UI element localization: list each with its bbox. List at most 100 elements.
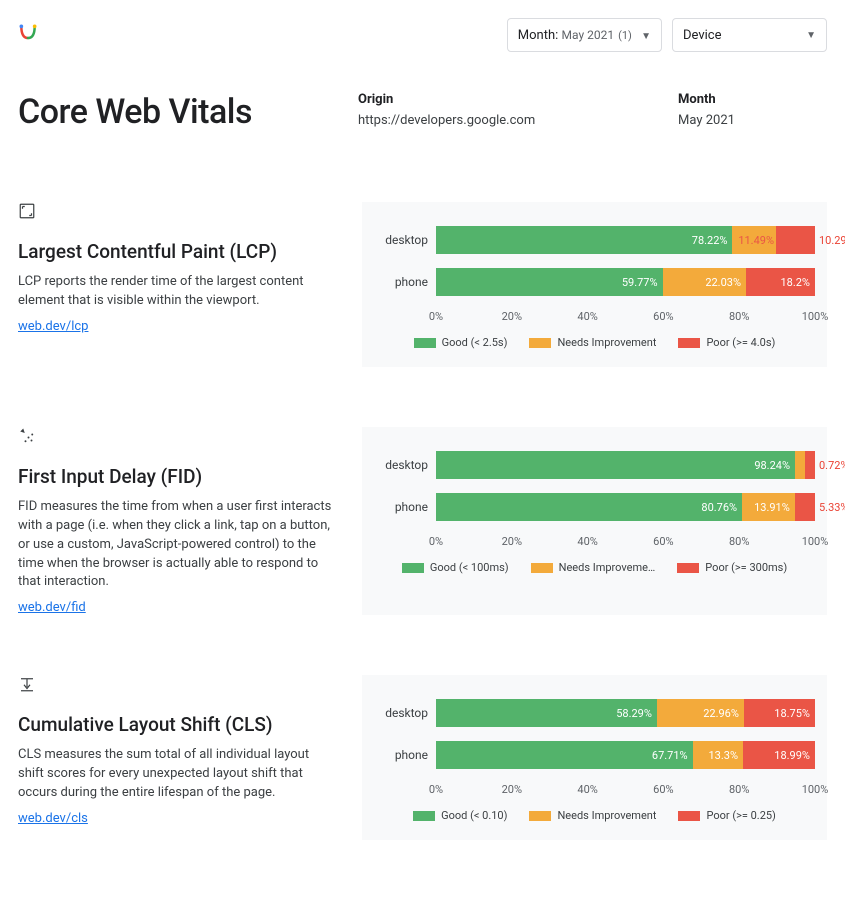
- legend-swatch: [413, 811, 435, 821]
- seg-needs: 22.96%: [657, 699, 744, 727]
- lcp-icon: [18, 202, 38, 222]
- month-label: Month: [678, 92, 827, 107]
- legend-item-needs: Needs Improveme…: [531, 561, 656, 574]
- origin-label: Origin: [358, 92, 678, 107]
- month-filter[interactable]: Month: May 2021 (1) ▼: [507, 18, 662, 52]
- bar-row-label: desktop: [374, 458, 436, 472]
- fid-icon: [18, 427, 38, 447]
- axis-tick: 40%: [577, 535, 597, 548]
- x-axis: 0%20%40%60%80%100%: [436, 310, 815, 326]
- page-title: Core Web Vitals: [18, 92, 358, 132]
- legend-text: Poor (>= 4.0s): [706, 336, 775, 349]
- metric-section-cls: Cumulative Layout Shift (CLS) CLS measur…: [18, 675, 827, 840]
- bar-row: phone80.76%13.91%5.33%: [374, 493, 815, 521]
- metric-title: First Input Delay (FID): [18, 465, 338, 488]
- seg-needs: 22.03%: [663, 268, 746, 296]
- x-axis: 0%20%40%60%80%100%: [436, 783, 815, 799]
- axis-tick: 20%: [502, 310, 522, 323]
- legend-swatch: [678, 811, 700, 821]
- seg-needs: 13.3%: [693, 741, 743, 769]
- seg-good: 98.24%: [436, 451, 795, 479]
- legend-text: Needs Improveme…: [559, 561, 656, 574]
- axis-tick: 20%: [502, 535, 522, 548]
- legend-item-good: Good (< 2.5s): [414, 336, 508, 349]
- axis-tick: 40%: [577, 783, 597, 796]
- seg-good: 58.29%: [436, 699, 657, 727]
- metric-title: Largest Contentful Paint (LCP): [18, 240, 338, 263]
- legend-item-good: Good (< 100ms): [402, 561, 509, 574]
- legend-item-poor: Poor (>= 0.25): [678, 809, 775, 822]
- metric-link[interactable]: web.dev/cls: [18, 811, 88, 826]
- axis-tick: 60%: [653, 310, 673, 323]
- seg-poor: 18.2%: [746, 268, 815, 296]
- legend-text: Good (< 2.5s): [442, 336, 508, 349]
- legend-item-poor: Poor (>= 300ms): [677, 561, 787, 574]
- legend: Good (< 0.10) Needs Improvement Poor (>= 0…: [374, 809, 815, 822]
- legend-swatch: [402, 563, 424, 573]
- bar-row: phone67.71%13.3%18.99%: [374, 741, 815, 769]
- month-filter-value: May 2021: [562, 28, 615, 42]
- axis-tick: 60%: [653, 535, 673, 548]
- legend-text: Good (< 0.10): [441, 809, 507, 822]
- axis-tick: 80%: [729, 310, 749, 323]
- month-filter-count: (1): [618, 29, 632, 42]
- seg-needs: 11.49%: [732, 226, 776, 254]
- axis-tick: 100%: [802, 783, 829, 796]
- seg-good: 80.76%: [436, 493, 742, 521]
- legend-item-needs: Needs Improvement: [529, 809, 656, 822]
- bar-track: 67.71%13.3%18.99%: [436, 741, 815, 769]
- lcp-chart: desktop78.22%11.49%10.29% phone59.77%22.0…: [362, 202, 827, 367]
- legend-swatch: [529, 811, 551, 821]
- axis-tick: 40%: [577, 310, 597, 323]
- legend: Good (< 100ms) Needs Improveme… Poor (>= 3…: [374, 561, 815, 574]
- bar-row: desktop78.22%11.49%10.29%: [374, 226, 815, 254]
- legend-text: Needs Improvement: [557, 336, 656, 349]
- origin-value: https://developers.google.com: [358, 113, 678, 128]
- bar-track: 98.24%0.72%: [436, 451, 815, 479]
- legend-swatch: [677, 563, 699, 573]
- axis-tick: 0%: [429, 783, 443, 796]
- bar-track: 59.77%22.03%18.2%: [436, 268, 815, 296]
- legend-swatch: [529, 338, 551, 348]
- legend-item-poor: Poor (>= 4.0s): [678, 336, 775, 349]
- legend: Good (< 2.5s) Needs Improvement Poor (>= 4…: [374, 336, 815, 349]
- seg-needs: [795, 451, 805, 479]
- bar-row-label: phone: [374, 275, 436, 289]
- axis-tick: 0%: [429, 535, 443, 548]
- bar-row-label: phone: [374, 500, 436, 514]
- chevron-down-icon: ▼: [806, 30, 816, 41]
- legend-swatch: [414, 338, 436, 348]
- bar-row: desktop98.24%0.72%: [374, 451, 815, 479]
- seg-poor: 18.75%: [744, 699, 815, 727]
- axis-tick: 60%: [653, 783, 673, 796]
- bar-row-label: desktop: [374, 706, 436, 720]
- legend-text: Poor (>= 300ms): [705, 561, 787, 574]
- metric-section-lcp: Largest Contentful Paint (LCP) LCP repor…: [18, 202, 827, 367]
- axis-tick: 80%: [729, 535, 749, 548]
- x-axis: 0%20%40%60%80%100%: [436, 535, 815, 551]
- cls-chart: desktop58.29%22.96%18.75% phone67.71%13.3…: [362, 675, 827, 840]
- metric-section-fid: First Input Delay (FID) FID measures the…: [18, 427, 827, 615]
- legend-item-good: Good (< 0.10): [413, 809, 507, 822]
- legend-text: Good (< 100ms): [430, 561, 509, 574]
- seg-needs: 13.91%: [742, 493, 795, 521]
- seg-poor: 5.33%: [795, 493, 815, 521]
- axis-tick: 80%: [729, 783, 749, 796]
- metric-desc: LCP reports the render time of the large…: [18, 273, 338, 311]
- month-filter-label: Month:: [518, 28, 559, 43]
- bar-track: 80.76%13.91%5.33%: [436, 493, 815, 521]
- fid-chart: desktop98.24%0.72% phone80.76%13.91%5.33%…: [362, 427, 827, 615]
- seg-good: 67.71%: [436, 741, 693, 769]
- month-value: May 2021: [678, 113, 827, 128]
- bar-row-label: desktop: [374, 233, 436, 247]
- metric-link[interactable]: web.dev/fid: [18, 600, 86, 615]
- metric-link[interactable]: web.dev/lcp: [18, 319, 88, 334]
- axis-tick: 0%: [429, 310, 443, 323]
- metric-title: Cumulative Layout Shift (CLS): [18, 713, 338, 736]
- axis-tick: 20%: [502, 783, 522, 796]
- seg-poor: 10.29%: [776, 226, 815, 254]
- device-filter[interactable]: Device ▼: [672, 18, 827, 52]
- bar-track: 58.29%22.96%18.75%: [436, 699, 815, 727]
- bar-row: phone59.77%22.03%18.2%: [374, 268, 815, 296]
- metric-desc: FID measures the time from when a user f…: [18, 498, 338, 592]
